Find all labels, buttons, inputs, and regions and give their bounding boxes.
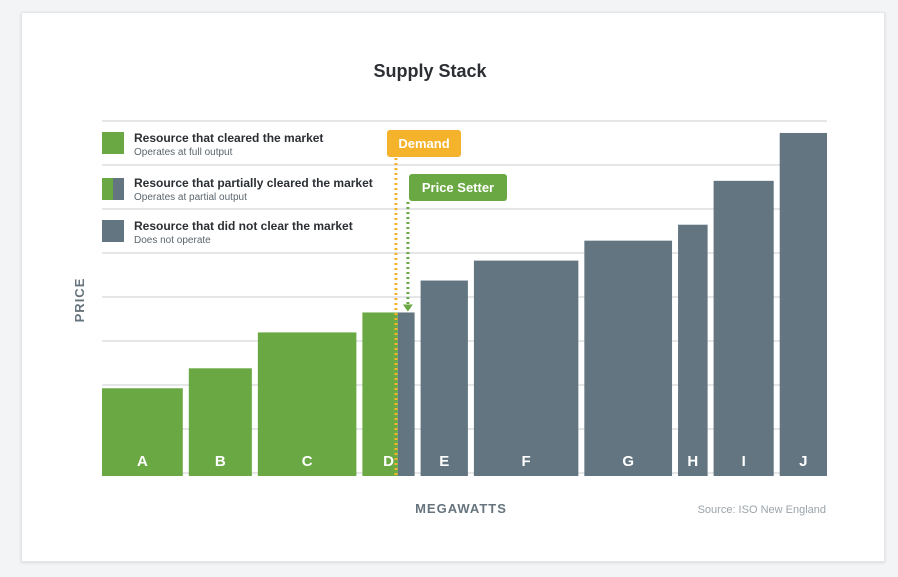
bar-label-e: E xyxy=(439,453,449,470)
bar-b xyxy=(188,368,252,476)
price-setter-tag: Price Setter xyxy=(409,174,507,201)
price-setter-arrowhead xyxy=(402,304,413,312)
chart-title: Supply Stack xyxy=(373,61,487,81)
bar-e xyxy=(420,280,468,476)
legend-swatch-partial-gray xyxy=(113,178,124,200)
demand-tag-label: Demand xyxy=(398,136,449,151)
legend: Resource that cleared the market Operate… xyxy=(102,131,373,246)
bar-a xyxy=(102,388,183,476)
bar-label-a: A xyxy=(137,453,148,470)
bar-labels: A B C D E F G H I J xyxy=(137,453,808,470)
legend-title-not-cleared: Resource that did not clear the market xyxy=(134,219,353,233)
bar-label-d: D xyxy=(383,453,394,470)
legend-subtitle-not-cleared: Does not operate xyxy=(134,235,211,246)
bar-d-cleared-part xyxy=(362,312,398,476)
bar-label-i: I xyxy=(742,453,746,470)
legend-title-cleared: Resource that cleared the market xyxy=(134,131,323,145)
legend-subtitle-cleared: Operates at full output xyxy=(134,147,233,158)
bar-d-uncleared-part xyxy=(397,312,415,476)
legend-swatch-not-cleared xyxy=(102,220,124,242)
bar-label-g: G xyxy=(622,453,634,470)
demand-tag-box xyxy=(387,130,461,157)
bar-label-b: B xyxy=(215,453,226,470)
legend-swatch-partial-green xyxy=(102,178,113,200)
legend-title-partial: Resource that partially cleared the mark… xyxy=(134,176,373,190)
marker-lines xyxy=(394,158,413,476)
bar-label-f: F xyxy=(522,453,531,470)
source-note: Source: ISO New England xyxy=(698,504,826,516)
bars xyxy=(102,132,827,476)
bar-label-h: H xyxy=(687,453,698,470)
price-setter-tag-box xyxy=(409,174,507,201)
bar-f xyxy=(473,260,579,476)
legend-swatch-cleared xyxy=(102,132,124,154)
bar-label-j: J xyxy=(799,453,807,470)
legend-subtitle-partial: Operates at partial output xyxy=(134,192,247,203)
bar-label-c: C xyxy=(302,453,313,470)
bar-h xyxy=(678,224,708,476)
x-axis-label: MEGAWATTS xyxy=(415,501,507,516)
price-setter-tag-label: Price Setter xyxy=(422,180,494,195)
demand-tag: Demand xyxy=(387,130,461,157)
bar-c xyxy=(257,332,357,476)
bar-j xyxy=(779,132,827,476)
bar-g xyxy=(584,240,673,476)
bar-i xyxy=(713,180,774,476)
y-axis-label: PRICE xyxy=(72,278,87,323)
